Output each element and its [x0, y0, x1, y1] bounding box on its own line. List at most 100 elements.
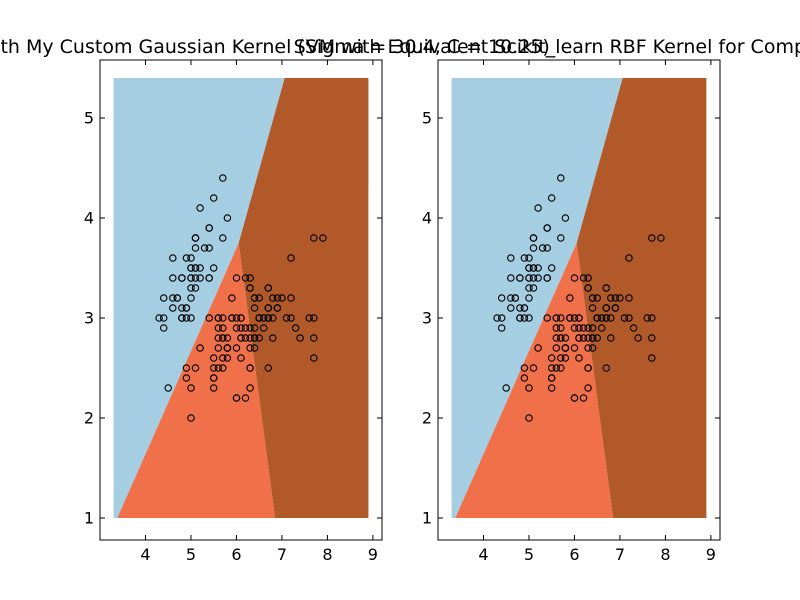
data-point [561, 354, 570, 362]
x-tick-label: 5 [186, 545, 196, 564]
data-point [173, 294, 182, 302]
data-point [634, 334, 642, 342]
data-point [159, 314, 168, 322]
data-point [620, 314, 629, 322]
y-tick-label: 1 [422, 509, 432, 528]
data-point [575, 354, 583, 362]
data-point [187, 314, 195, 322]
scatter-points [493, 174, 665, 422]
data-point [269, 294, 277, 302]
data-point [616, 294, 624, 302]
data-point [200, 244, 209, 252]
data-point [159, 324, 168, 332]
data-point [547, 354, 556, 362]
data-point [525, 294, 533, 302]
data-point [529, 364, 538, 372]
data-point [219, 354, 227, 362]
data-point [597, 324, 606, 332]
data-point [196, 344, 204, 352]
data-point [607, 294, 615, 302]
data-point [552, 344, 561, 352]
data-point [520, 374, 529, 382]
data-point [269, 314, 277, 322]
data-point [570, 394, 579, 402]
data-point [534, 264, 542, 272]
data-point [259, 324, 268, 332]
data-point [182, 304, 191, 312]
data-point [209, 374, 218, 382]
data-point [570, 324, 579, 332]
data-point [182, 364, 191, 372]
y-tick-label: 3 [422, 309, 432, 328]
data-point [497, 294, 506, 302]
data-point [310, 354, 318, 362]
data-point [588, 304, 597, 312]
data-point [529, 274, 538, 282]
data-point [525, 314, 533, 322]
data-point [529, 264, 538, 272]
data-point [561, 344, 570, 352]
data-point [182, 374, 191, 382]
data-point [648, 334, 656, 342]
data-point [525, 284, 533, 292]
data-point [237, 334, 245, 342]
data-point [191, 364, 200, 372]
data-point [525, 384, 533, 392]
data-point [219, 174, 227, 182]
region-class-2 [576, 78, 707, 518]
data-point [570, 274, 579, 282]
data-point [643, 314, 651, 322]
data-point [196, 264, 204, 272]
data-point [269, 334, 277, 342]
axes-frame [99, 59, 383, 541]
data-point [557, 174, 565, 182]
data-point [232, 344, 241, 352]
data-point [547, 194, 556, 202]
data-point [246, 274, 254, 282]
data-point [529, 244, 538, 252]
data-point [191, 274, 200, 282]
data-point [593, 314, 601, 322]
data-point [579, 324, 588, 332]
data-point [588, 324, 597, 332]
data-point [557, 234, 565, 242]
data-point [273, 294, 282, 302]
scatter-points [155, 174, 327, 422]
data-point [511, 294, 520, 302]
x-tick-label: 7 [277, 545, 287, 564]
data-point [209, 264, 218, 272]
data-point [305, 314, 313, 322]
data-point [593, 294, 601, 302]
data-point [232, 274, 241, 282]
data-point [547, 364, 556, 372]
data-point [657, 234, 665, 242]
data-point [584, 384, 592, 392]
data-point [191, 264, 200, 272]
x-tick-label: 6 [231, 545, 241, 564]
x-tick-label: 8 [322, 545, 332, 564]
data-point [579, 334, 588, 342]
data-point [579, 274, 588, 282]
data-point [246, 284, 254, 292]
data-point [196, 204, 204, 212]
data-point [219, 314, 227, 322]
data-point [264, 314, 273, 322]
data-point [507, 274, 515, 282]
data-point [502, 384, 510, 392]
data-point [232, 324, 241, 332]
data-point [169, 294, 177, 302]
data-point [543, 244, 551, 252]
data-point [287, 294, 295, 302]
data-point [205, 224, 213, 232]
x-tick-label: 4 [478, 545, 488, 564]
data-point [255, 334, 263, 342]
data-point [493, 314, 501, 322]
data-point [187, 284, 195, 292]
data-point [629, 324, 638, 332]
data-point [282, 314, 291, 322]
x-tick-label: 9 [368, 545, 378, 564]
y-tick-label: 4 [422, 209, 432, 228]
data-point [602, 314, 611, 322]
data-point [557, 324, 565, 332]
data-point [575, 314, 583, 322]
